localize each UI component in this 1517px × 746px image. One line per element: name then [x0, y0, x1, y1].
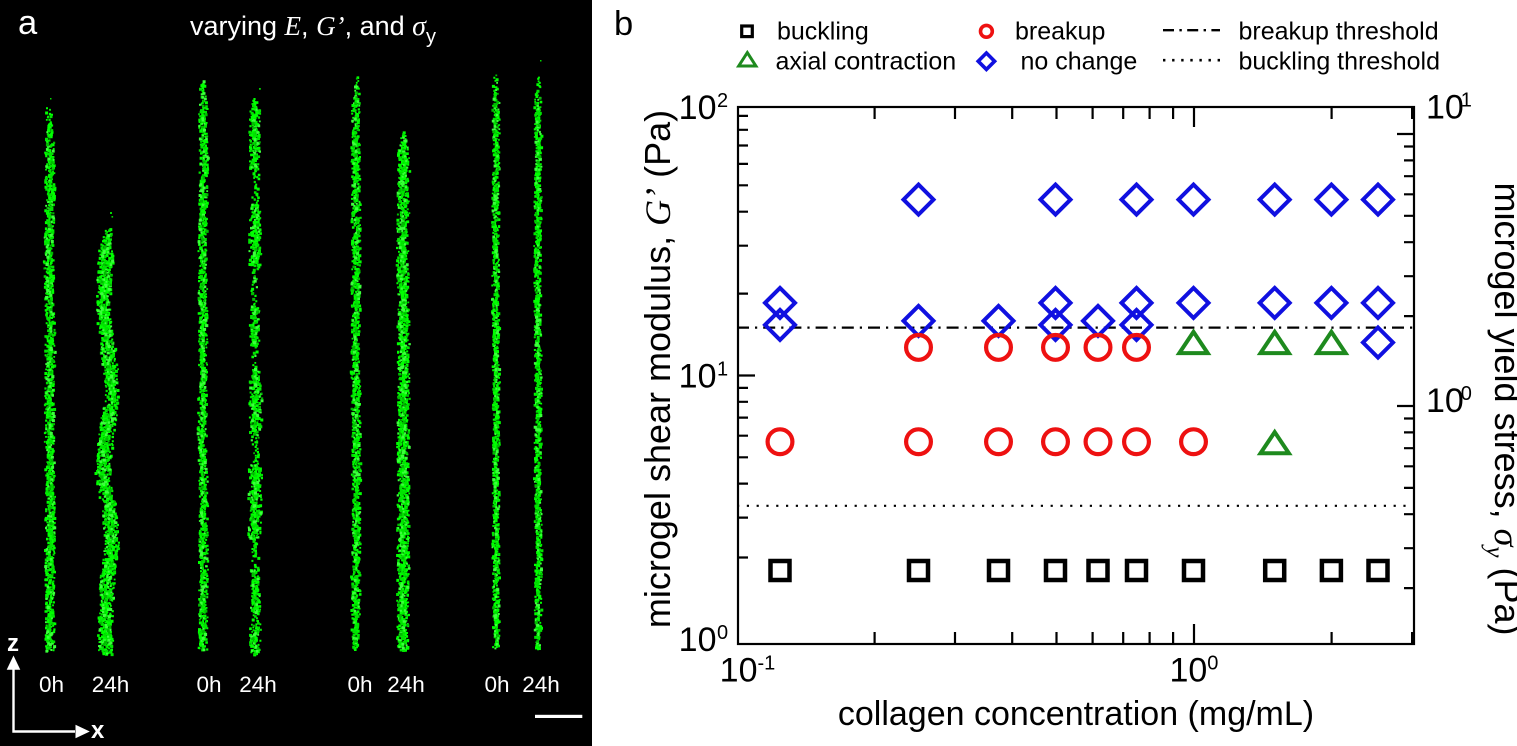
svg-text:microgel yield stress, σy (Pa): microgel yield stress, σy (Pa) [1481, 183, 1517, 636]
svg-text:breakup: breakup [1015, 18, 1105, 46]
svg-text:0: 0 [717, 622, 728, 644]
svg-text:0h: 0h [39, 672, 64, 697]
svg-text:breakup threshold: breakup threshold [1239, 18, 1439, 46]
svg-text:10: 10 [1426, 89, 1464, 127]
svg-text:0: 0 [1461, 383, 1472, 405]
svg-text:buckling threshold: buckling threshold [1239, 48, 1441, 76]
svg-text:no change: no change [1021, 48, 1138, 76]
svg-text:1: 1 [717, 359, 728, 381]
svg-text:24h: 24h [387, 672, 425, 697]
svg-text:24h: 24h [239, 672, 277, 697]
svg-text:collagen concentration (mg/mL): collagen concentration (mg/mL) [838, 695, 1314, 733]
svg-text:10: 10 [1169, 652, 1207, 690]
svg-text:10: 10 [679, 89, 717, 127]
svg-text:z: z [7, 630, 19, 657]
svg-text:2: 2 [717, 90, 728, 112]
svg-text:10: 10 [679, 358, 717, 396]
svg-text:0h: 0h [196, 672, 221, 697]
svg-text:b: b [614, 5, 633, 43]
svg-text:a: a [18, 4, 38, 42]
svg-text:microgel shear modulus, G’ (Pa: microgel shear modulus, G’ (Pa) [637, 110, 678, 628]
svg-text:-1: -1 [758, 653, 776, 675]
svg-text:x: x [91, 717, 105, 744]
svg-text:10: 10 [679, 621, 717, 659]
svg-text:0: 0 [1207, 653, 1218, 675]
svg-text:0h: 0h [347, 672, 372, 697]
svg-text:buckling: buckling [777, 18, 869, 46]
svg-text:24h: 24h [522, 672, 560, 697]
svg-text:axial contraction: axial contraction [776, 48, 957, 76]
svg-text:0h: 0h [484, 672, 509, 697]
svg-text:10: 10 [1426, 382, 1464, 420]
svg-text:24h: 24h [92, 672, 130, 697]
svg-text:10: 10 [720, 652, 758, 690]
svg-text:1: 1 [1461, 90, 1472, 112]
